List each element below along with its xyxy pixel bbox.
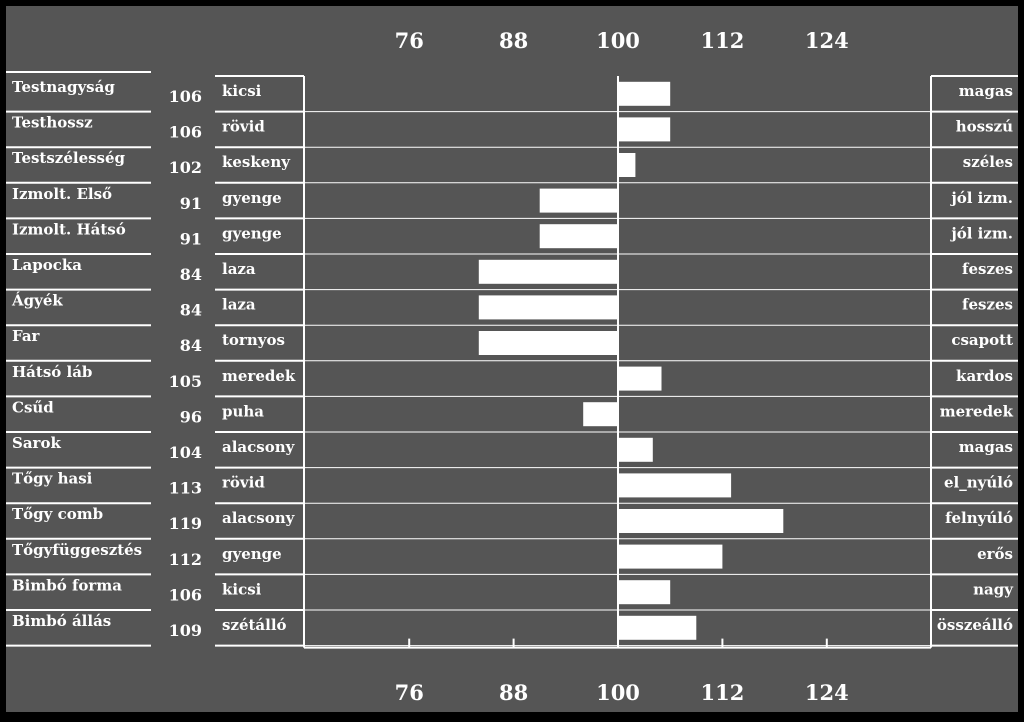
score-value: 106	[169, 585, 202, 604]
score-value: 84	[180, 336, 202, 355]
score-value: 105	[169, 372, 202, 391]
right-descriptor: kardos	[956, 367, 1013, 385]
left-descriptor: rövid	[222, 474, 265, 492]
score-value: 84	[180, 301, 202, 320]
top-axis-tick-label: 100	[596, 28, 640, 53]
right-descriptor: meredek	[940, 402, 1014, 420]
bar	[583, 402, 618, 427]
right-descriptor: hosszú	[956, 118, 1013, 136]
left-descriptor: alacsony	[222, 438, 296, 456]
bar	[478, 259, 618, 284]
left-descriptor: keskeny	[222, 153, 291, 171]
bar	[618, 544, 723, 569]
left-descriptor: laza	[222, 260, 256, 278]
trait-label: Hátsó láb	[12, 363, 92, 381]
right-descriptor: feszes	[962, 260, 1013, 278]
chart-background	[6, 6, 1018, 712]
trait-label: Far	[12, 327, 41, 345]
bar	[618, 509, 784, 533]
right-descriptor: magas	[959, 82, 1013, 100]
right-descriptor: összeálló	[937, 616, 1013, 634]
trait-label: Lapocka	[12, 256, 82, 274]
bottom-axis-tick-label: 100	[596, 680, 640, 705]
right-descriptor: feszes	[962, 296, 1013, 314]
left-descriptor: tornyos	[222, 331, 285, 349]
trait-label: Testhossz	[12, 114, 93, 132]
bar	[618, 81, 671, 106]
bar	[618, 366, 662, 391]
score-value: 91	[180, 229, 202, 248]
bar	[478, 295, 618, 320]
score-value: 119	[169, 514, 202, 533]
left-descriptor: puha	[222, 402, 264, 420]
bar	[618, 615, 697, 640]
score-value: 113	[169, 479, 202, 498]
bar	[618, 117, 671, 142]
left-descriptor: rövid	[222, 118, 265, 136]
bottom-axis-tick-label: 76	[395, 680, 424, 705]
trait-label: Testnagyság	[12, 78, 115, 96]
bottom-axis-tick-label: 88	[499, 680, 528, 705]
trait-label: Tőgy comb	[12, 505, 103, 523]
bar	[618, 437, 653, 462]
score-value: 106	[169, 123, 202, 142]
left-descriptor: gyenge	[222, 224, 282, 242]
score-value: 84	[180, 265, 202, 284]
trait-label: Sarok	[12, 434, 61, 452]
trait-label: Bimbó állás	[12, 612, 111, 630]
score-value: 106	[169, 87, 202, 106]
right-descriptor: el_nyúló	[944, 474, 1013, 492]
right-descriptor: csapott	[951, 331, 1013, 349]
trait-label: Tőgy hasi	[12, 470, 93, 488]
top-axis-tick-label: 112	[700, 28, 744, 53]
score-value: 109	[169, 621, 202, 640]
right-descriptor: széles	[963, 153, 1013, 171]
bar	[539, 224, 618, 249]
trait-label: Csűd	[12, 398, 54, 416]
right-descriptor: jól izm.	[949, 189, 1013, 207]
left-descriptor: meredek	[222, 367, 296, 385]
bottom-axis-tick-label: 124	[805, 680, 849, 705]
bar	[478, 331, 618, 355]
left-descriptor: kicsi	[222, 580, 262, 598]
trait-label: Testszélesség	[12, 149, 126, 167]
top-axis-tick-label: 76	[395, 28, 424, 53]
bar	[618, 153, 636, 177]
left-descriptor: gyenge	[222, 189, 282, 207]
bar	[618, 580, 671, 605]
trait-label: Izmolt. Hátsó	[12, 220, 126, 238]
score-value: 91	[180, 194, 202, 213]
trait-label: Ágyék	[11, 292, 63, 310]
left-descriptor: szétálló	[222, 616, 287, 634]
right-descriptor: magas	[959, 438, 1013, 456]
score-value: 96	[180, 407, 202, 426]
right-descriptor: erős	[977, 545, 1013, 563]
trait-label: Bimbó forma	[12, 576, 122, 594]
right-descriptor: jól izm.	[949, 224, 1013, 242]
left-descriptor: alacsony	[222, 509, 296, 527]
left-descriptor: gyenge	[222, 545, 282, 563]
bottom-axis-tick-label: 112	[700, 680, 744, 705]
right-descriptor: nagy	[973, 580, 1014, 598]
trait-label: Tőgyfüggesztés	[12, 541, 142, 559]
bar	[539, 188, 618, 213]
top-axis-tick-label: 124	[805, 28, 849, 53]
left-descriptor: laza	[222, 296, 256, 314]
bar	[618, 473, 732, 498]
right-descriptor: felnyúló	[945, 509, 1013, 527]
score-value: 102	[169, 158, 202, 177]
top-axis-tick-label: 88	[499, 28, 528, 53]
score-value: 112	[169, 550, 202, 569]
score-value: 104	[169, 443, 202, 462]
left-descriptor: kicsi	[222, 82, 262, 100]
trait-label: Izmolt. Első	[12, 185, 112, 203]
